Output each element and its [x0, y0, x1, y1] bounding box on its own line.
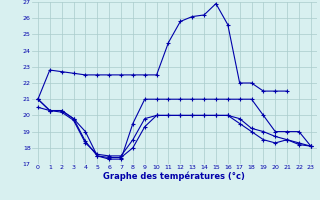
X-axis label: Graphe des températures (°c): Graphe des températures (°c)	[103, 172, 245, 181]
